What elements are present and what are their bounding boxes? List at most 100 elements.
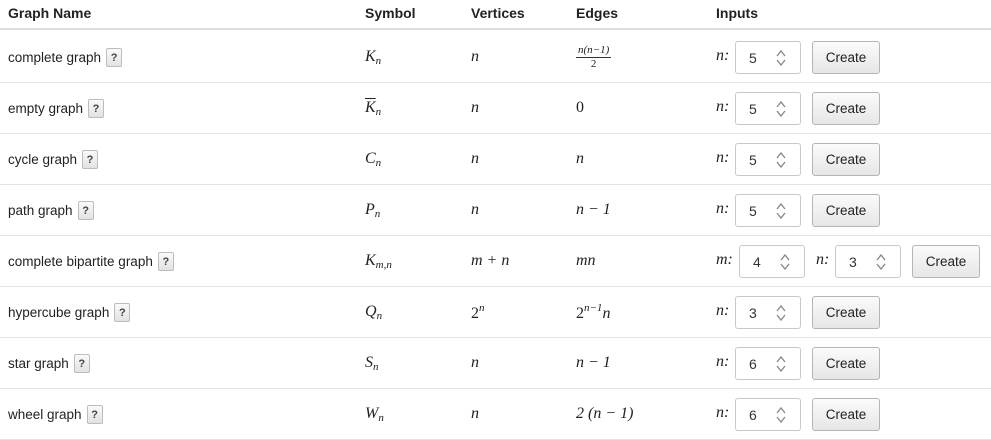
symbol-cell: Km,n: [365, 236, 392, 286]
vertices-value: n: [471, 201, 479, 218]
graph-name: complete graph: [8, 49, 102, 65]
spinner-arrows-icon[interactable]: [776, 100, 786, 118]
spinner-arrows-icon[interactable]: [876, 253, 886, 271]
graph-name: wheel graph: [8, 406, 82, 422]
number-input[interactable]: 5: [735, 194, 801, 227]
number-input-value[interactable]: 6: [749, 356, 757, 372]
spinner-arrows-icon[interactable]: [776, 304, 786, 322]
graph-name: empty graph: [8, 100, 84, 116]
input-label: n:: [716, 302, 730, 319]
symbol-cell: Kn: [365, 32, 381, 82]
number-input[interactable]: 3: [735, 296, 801, 329]
create-button[interactable]: Create: [812, 347, 880, 380]
table-row: empty graph ? Kn n 0 n: 5 Create: [0, 83, 991, 134]
number-input-value[interactable]: 3: [749, 305, 757, 321]
edges-cell: 0: [576, 83, 584, 133]
header-inputs: Inputs: [716, 5, 758, 21]
help-button[interactable]: ?: [114, 302, 131, 322]
graph-name: complete bipartite graph: [8, 253, 153, 269]
graph-name-cell: wheel graph ?: [8, 389, 103, 439]
input-label-m: m:: [716, 251, 733, 268]
symbol: Wn: [365, 404, 384, 424]
header-vertices: Vertices: [471, 5, 525, 21]
create-button[interactable]: Create: [812, 194, 880, 227]
edges-value: mn: [576, 252, 596, 269]
edges-cell: n(n−1) 2: [576, 32, 612, 82]
number-input[interactable]: 5: [735, 92, 801, 125]
spinner-arrows-icon[interactable]: [780, 253, 790, 271]
vertices-cell: n: [471, 83, 479, 133]
number-input-value[interactable]: 5: [749, 50, 757, 66]
input-label-n: n:: [816, 251, 830, 268]
table-row: cycle graph ? Cn n n n: 5 Create: [0, 134, 991, 185]
table-row: wheel graph ? Wn n 2 (n − 1) n: 6 Create: [0, 389, 991, 440]
number-input-value[interactable]: 4: [753, 254, 761, 270]
spinner-arrows-icon[interactable]: [776, 151, 786, 169]
number-input-m[interactable]: 4: [739, 245, 805, 278]
create-button[interactable]: Create: [812, 296, 880, 329]
number-input-value[interactable]: 5: [749, 101, 757, 117]
symbol: Kn: [365, 98, 382, 118]
vertices-cell: n: [471, 389, 479, 439]
edges-fraction: n(n−1) 2: [576, 43, 612, 70]
input-label: n:: [716, 353, 730, 370]
spinner-arrows-icon[interactable]: [776, 202, 786, 220]
create-button[interactable]: Create: [812, 398, 880, 431]
help-button[interactable]: ?: [106, 47, 123, 67]
edges-value: n: [576, 150, 584, 167]
table-header: Graph Name Symbol Vertices Edges Inputs: [0, 0, 991, 30]
vertices-cell: m + n: [471, 236, 509, 286]
spinner-arrows-icon[interactable]: [776, 49, 786, 67]
symbol-cell: Sn: [365, 338, 379, 388]
vertices-cell: n: [471, 185, 479, 235]
symbol-cell: Qn: [365, 287, 382, 337]
graph-name: cycle graph: [8, 151, 78, 167]
symbol: Kn: [365, 47, 382, 67]
number-input-value[interactable]: 5: [749, 203, 757, 219]
edges-cell: n: [576, 134, 584, 184]
number-input-value[interactable]: 6: [749, 407, 757, 423]
number-input-value[interactable]: 3: [849, 254, 857, 270]
graph-name-cell: cycle graph ?: [8, 134, 99, 184]
help-button[interactable]: ?: [86, 404, 103, 424]
edges-cell: n − 1: [576, 338, 611, 388]
graph-name: star graph: [8, 355, 69, 371]
help-button[interactable]: ?: [77, 200, 94, 220]
vertices-cell: n: [471, 32, 479, 82]
graph-name-cell: complete bipartite graph ?: [8, 236, 174, 286]
number-input[interactable]: 5: [735, 41, 801, 74]
input-label: n:: [716, 404, 730, 421]
spinner-arrows-icon[interactable]: [776, 355, 786, 373]
number-input[interactable]: 6: [735, 398, 801, 431]
help-button[interactable]: ?: [73, 353, 90, 373]
edges-value: n − 1: [576, 201, 611, 218]
edges-value: 0: [576, 99, 584, 116]
edges-value: n − 1: [576, 354, 611, 371]
table-row: complete graph ? Kn n n(n−1) 2 n: 5 Creat…: [0, 32, 991, 83]
create-button[interactable]: Create: [812, 41, 880, 74]
create-button[interactable]: Create: [912, 245, 980, 278]
create-button[interactable]: Create: [812, 92, 880, 125]
number-input[interactable]: 6: [735, 347, 801, 380]
help-button[interactable]: ?: [82, 149, 99, 169]
graph-name-cell: path graph ?: [8, 185, 94, 235]
edges-value: 2 (n − 1): [576, 405, 634, 422]
vertices-value: n: [471, 405, 479, 422]
create-button[interactable]: Create: [812, 143, 880, 176]
vertices-value: n: [471, 354, 479, 371]
vertices-value: n: [471, 150, 479, 167]
help-button[interactable]: ?: [88, 98, 105, 118]
number-input[interactable]: 5: [735, 143, 801, 176]
spinner-arrows-icon[interactable]: [776, 406, 786, 424]
graph-name-cell: complete graph ?: [8, 32, 123, 82]
symbol: Sn: [365, 353, 379, 373]
help-button[interactable]: ?: [157, 251, 174, 271]
edges-cell: 2 (n − 1): [576, 389, 633, 439]
number-input-value[interactable]: 5: [749, 152, 757, 168]
graph-name-cell: star graph ?: [8, 338, 90, 388]
number-input-n[interactable]: 3: [835, 245, 901, 278]
vertices-cell: n: [471, 338, 479, 388]
vertices-cell: 2n: [471, 287, 485, 337]
header-symbol: Symbol: [365, 5, 416, 21]
table-row: hypercube graph ? Qn 2n 2n−1n n: 3 Creat…: [0, 287, 991, 338]
